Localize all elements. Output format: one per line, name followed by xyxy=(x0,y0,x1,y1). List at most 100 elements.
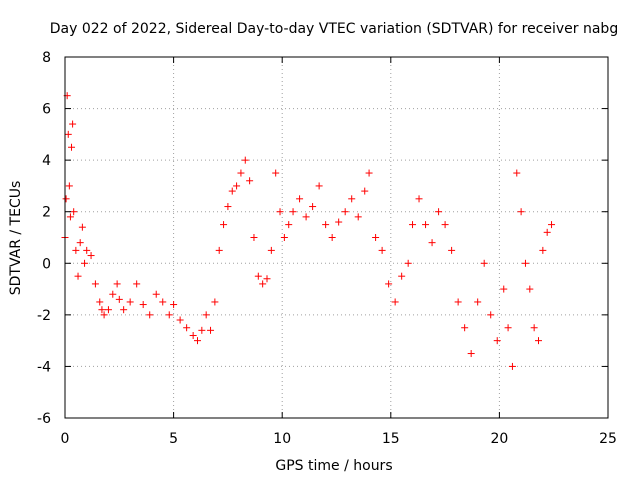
data-point xyxy=(348,195,356,203)
data-point xyxy=(276,208,284,216)
data-point xyxy=(193,337,201,345)
data-point xyxy=(72,246,80,254)
data-point xyxy=(237,169,245,177)
data-point xyxy=(104,306,112,314)
y-tick-label: 2 xyxy=(42,205,51,221)
data-point xyxy=(461,324,469,332)
data-point xyxy=(126,298,134,306)
y-tick-label: 0 xyxy=(42,256,51,272)
data-point xyxy=(539,246,547,254)
y-tick-label: 4 xyxy=(42,153,51,169)
data-point xyxy=(267,246,275,254)
data-point xyxy=(474,298,482,306)
x-tick-label: 15 xyxy=(382,431,400,447)
data-point xyxy=(100,311,108,319)
data-point xyxy=(341,208,349,216)
y-tick-label: -6 xyxy=(37,411,51,427)
y-tick-label: 8 xyxy=(42,50,51,66)
y-tick-label: -2 xyxy=(37,308,51,324)
data-point xyxy=(146,311,154,319)
data-point xyxy=(322,221,330,229)
data-point xyxy=(435,208,443,216)
x-tick-label: 10 xyxy=(273,431,291,447)
data-point xyxy=(66,213,74,221)
data-point xyxy=(139,301,147,309)
data-point xyxy=(198,326,206,334)
data-point xyxy=(296,195,304,203)
data-point xyxy=(513,169,521,177)
data-point xyxy=(215,246,223,254)
data-point xyxy=(254,272,262,280)
plot-frame xyxy=(64,56,609,419)
data-point xyxy=(422,221,430,229)
data-point xyxy=(113,280,121,288)
chart-title: Day 022 of 2022, Sidereal Day-to-day VTE… xyxy=(50,21,618,37)
data-point xyxy=(189,331,197,339)
data-point xyxy=(365,169,373,177)
data-point xyxy=(409,221,417,229)
x-tick-label: 5 xyxy=(169,431,178,447)
data-point xyxy=(263,275,271,283)
data-point xyxy=(170,301,178,309)
data-point xyxy=(220,221,228,229)
data-point xyxy=(228,187,236,195)
data-point xyxy=(534,337,542,345)
data-point xyxy=(81,259,89,267)
data-point xyxy=(272,169,280,177)
data-point xyxy=(548,221,556,229)
data-point xyxy=(354,213,362,221)
data-point xyxy=(83,246,91,254)
data-point xyxy=(328,234,336,241)
data-point xyxy=(152,290,160,298)
y-tick-label: -4 xyxy=(37,359,51,375)
data-point xyxy=(530,324,538,332)
y-axis-label: SDTVAR / TECUs xyxy=(8,181,24,296)
data-point xyxy=(120,306,128,314)
data-point xyxy=(246,177,254,185)
data-point xyxy=(404,259,412,267)
data-point xyxy=(280,234,288,241)
data-point xyxy=(183,324,191,332)
data-point xyxy=(76,239,84,247)
data-point xyxy=(391,298,399,306)
data-point xyxy=(115,295,123,303)
data-point xyxy=(207,326,215,334)
tick-labels: 0 5 10 15 20 25 -6 -4 -2 0 2 4 6 8 xyxy=(37,50,617,447)
data-point xyxy=(428,239,436,247)
x-tick-label: 25 xyxy=(599,431,617,447)
data-point xyxy=(224,203,232,211)
data-point xyxy=(211,298,219,306)
data-point xyxy=(176,316,184,324)
data-point xyxy=(65,182,73,190)
data-point xyxy=(441,221,449,229)
data-point xyxy=(70,208,78,216)
data-point xyxy=(96,298,104,306)
data-point xyxy=(543,228,551,236)
data-point xyxy=(493,337,501,345)
data-point xyxy=(302,213,310,221)
data-point xyxy=(250,234,258,241)
data-point xyxy=(74,272,82,280)
data-point xyxy=(361,187,369,195)
data-point xyxy=(259,280,267,288)
data-point xyxy=(448,246,456,254)
data-point xyxy=(508,362,516,370)
x-axis-label: GPS time / hours xyxy=(275,458,392,474)
data-point xyxy=(64,130,72,138)
grid xyxy=(65,57,608,418)
data-series xyxy=(61,92,556,370)
data-point xyxy=(415,195,423,203)
data-point xyxy=(500,285,508,293)
data-point xyxy=(87,252,95,260)
data-point xyxy=(372,234,380,241)
data-point xyxy=(91,280,99,288)
data-point xyxy=(233,182,241,190)
data-point xyxy=(526,285,534,293)
data-point xyxy=(69,120,77,128)
data-point xyxy=(385,280,393,288)
y-tick-label: 6 xyxy=(42,102,51,118)
data-point xyxy=(62,195,70,203)
data-point xyxy=(315,182,323,190)
data-point xyxy=(467,350,475,358)
